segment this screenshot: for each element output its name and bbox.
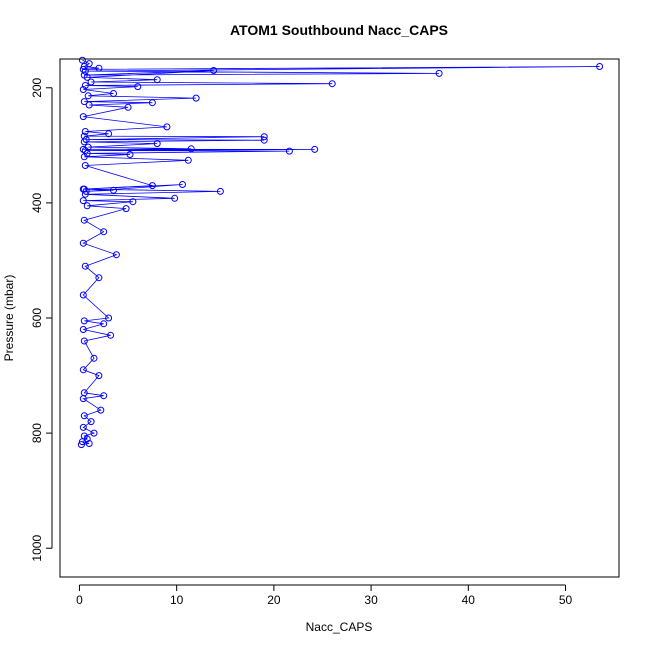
data-point (81, 190, 89, 198)
data-point (187, 145, 195, 153)
data-point (311, 145, 319, 153)
data-point (216, 187, 224, 195)
y-tick-label: 600 (30, 308, 44, 328)
data-point (81, 128, 89, 135)
data-point (105, 314, 113, 322)
data-point (79, 86, 87, 93)
data-point (80, 98, 88, 106)
data-point (210, 67, 218, 74)
data-point (134, 83, 142, 91)
data-point (90, 354, 98, 362)
series-line (81, 59, 600, 445)
data-point (107, 331, 115, 339)
y-axis: 200 400 600 800 1000 (30, 77, 53, 562)
y-tick-label: 1000 (30, 535, 44, 562)
data-point (184, 156, 192, 164)
data-point (153, 76, 161, 84)
data-point (129, 198, 137, 206)
data-point (122, 205, 130, 213)
data-point (87, 78, 95, 86)
data-point (80, 337, 88, 345)
data-point (435, 69, 443, 77)
data-point (83, 73, 91, 81)
y-tick-label: 800 (30, 423, 44, 443)
x-axis-label: Nacc_CAPS (306, 620, 373, 634)
x-tick-label: 10 (170, 593, 184, 607)
data-point (80, 138, 88, 146)
data-point (148, 182, 156, 190)
data-point (126, 151, 134, 158)
data-point (163, 123, 171, 131)
x-tick-label: 20 (267, 593, 281, 607)
plot-frame (59, 58, 620, 578)
data-point (78, 56, 86, 64)
y-axis-label: Pressure (mbar) (2, 275, 16, 362)
data-point (124, 103, 132, 111)
data-point (87, 418, 95, 426)
data-point (79, 326, 87, 333)
data-point (81, 67, 89, 75)
y-tick-label: 400 (30, 193, 44, 213)
data-point (85, 440, 93, 447)
data-point (79, 239, 87, 247)
data-point (100, 392, 108, 400)
data-point (110, 186, 117, 194)
data-point (80, 185, 88, 193)
data-point (95, 64, 103, 72)
x-tick-label: 50 (559, 593, 573, 607)
data-point (82, 187, 90, 195)
data-point (260, 133, 268, 141)
data-point (82, 136, 90, 144)
data-point (81, 82, 89, 89)
data-point (81, 262, 89, 270)
x-tick-label: 40 (462, 593, 476, 607)
data-point (81, 162, 89, 169)
data-point (97, 406, 105, 414)
data-point (84, 92, 92, 100)
x-axis: 0 10 20 30 40 50 (76, 584, 573, 607)
data-point (79, 366, 87, 374)
data-point (90, 429, 98, 437)
data-point (78, 438, 86, 446)
chart-title: ATOM1 Southbound Nacc_CAPS (230, 22, 448, 38)
data-point (79, 291, 87, 299)
data-point (596, 63, 604, 70)
data-point (79, 395, 87, 403)
data-point (328, 80, 336, 88)
data-point (80, 216, 88, 224)
data-point (100, 228, 108, 236)
data-point (112, 251, 120, 259)
data-point (85, 101, 93, 109)
data-point (79, 113, 87, 121)
data-point (80, 317, 88, 325)
data-point (80, 412, 88, 420)
data-point (80, 63, 88, 70)
x-tick-label: 0 (76, 593, 83, 607)
data-point (77, 441, 85, 449)
data-point (148, 99, 156, 107)
data-point (100, 320, 108, 328)
data-point (153, 140, 161, 148)
data-point (105, 130, 113, 138)
data-point (80, 153, 88, 161)
plot-layer (77, 56, 604, 449)
data-point (171, 194, 179, 202)
data-point (95, 372, 103, 380)
data-point (79, 197, 87, 205)
data-point (192, 94, 200, 102)
data-point (260, 136, 268, 144)
data-point (83, 202, 91, 210)
y-tick-label: 200 (30, 77, 44, 97)
x-tick-label: 30 (364, 593, 378, 607)
data-point (285, 147, 293, 155)
data-point (95, 274, 103, 282)
data-point (179, 181, 186, 188)
data-point (79, 423, 87, 431)
data-point (110, 90, 117, 97)
